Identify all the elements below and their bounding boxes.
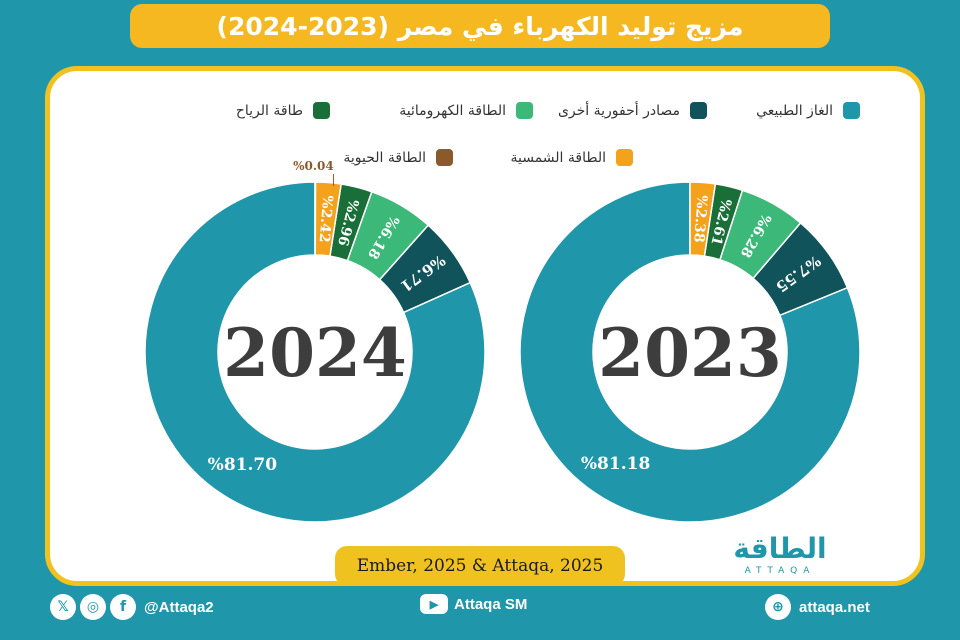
center-year-label: 2024 [223, 314, 407, 392]
data-label-natural-gas: %81.18 [581, 454, 650, 474]
legend-label: مصادر أحفورية أخرى [557, 102, 680, 119]
website-label[interactable]: attaqa.net [799, 598, 870, 616]
legend-label: الطاقة الحيوية [343, 149, 426, 166]
legend-item-hydro: الطاقة الكهرومائية [399, 102, 533, 119]
legend-swatch [690, 102, 707, 119]
slice-solar [314, 181, 343, 258]
logo-latin: ATTAQA [744, 566, 816, 576]
slice-other-fossil [378, 224, 472, 314]
data-label-natural-gas: %81.70 [208, 455, 278, 475]
slice-wind [703, 183, 744, 261]
youtube-link[interactable]: ▶ Attaqa SM [420, 594, 527, 614]
legend-item-bio: الطاقة الحيوية [343, 149, 453, 166]
social-handle[interactable]: @Attaqa2 [144, 598, 214, 616]
legend-label: الغاز الطبيعي [756, 102, 833, 119]
slice-hydro [718, 189, 802, 280]
legend-item-natural-gas: الغاز الطبيعي [756, 102, 860, 119]
source-note: Ember, 2025 & Attaqa, 2025 [335, 546, 625, 586]
instagram-icon[interactable]: ◎ [80, 594, 106, 620]
globe-icon[interactable]: ⊕ [765, 594, 791, 620]
youtube-icon[interactable]: ▶ [420, 594, 448, 614]
footer: 𝕏 ◎ f @Attaqa2 ▶ Attaqa SM ⊕ attaqa.net [0, 590, 960, 640]
data-label-bio: %0.04 [293, 159, 334, 173]
slice-solar [689, 181, 717, 257]
center-year-label: 2023 [598, 314, 782, 392]
logo-arabic: الطاقة [733, 532, 827, 565]
legend-label: الطاقة الكهرومائية [399, 102, 506, 119]
slice-natural-gas [519, 181, 861, 523]
x-icon[interactable]: 𝕏 [50, 594, 76, 620]
attaqa-logo: الطاقة ATTAQA [720, 532, 840, 580]
legend-swatch [436, 149, 453, 166]
legend-swatch [313, 102, 330, 119]
slice-other-fossil [752, 221, 849, 317]
legend-item-solar: الطاقة الشمسية [510, 149, 633, 166]
legend-swatch [843, 102, 860, 119]
data-label-solar: %2.42 [316, 195, 336, 244]
legend-label: طاقة الرياح [235, 102, 303, 119]
slice-hydro [346, 190, 430, 281]
slice-natural-gas [144, 181, 486, 523]
legend-label: الطاقة الشمسية [510, 149, 606, 166]
page-title: مزيج توليد الكهرباء في مصر (2023-2024) [130, 4, 830, 48]
youtube-label[interactable]: Attaqa SM [454, 595, 528, 613]
legend-swatch [516, 102, 533, 119]
legend-item-other-fossil: مصادر أحفورية أخرى [558, 102, 707, 119]
legend-item-wind: طاقة الرياح [236, 102, 330, 119]
website-link[interactable]: ⊕ attaqa.net [765, 594, 870, 620]
slice-wind [329, 183, 373, 262]
social-links: 𝕏 ◎ f @Attaqa2 [50, 594, 214, 620]
data-label-solar: %2.38 [690, 195, 709, 243]
facebook-icon[interactable]: f [110, 594, 136, 620]
legend-swatch [616, 149, 633, 166]
